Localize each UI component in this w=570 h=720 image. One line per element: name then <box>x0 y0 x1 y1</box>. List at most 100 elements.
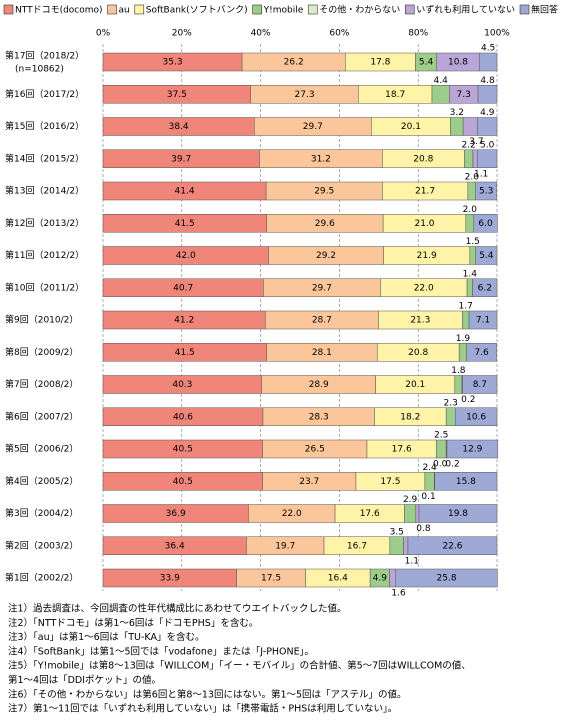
category-label: 第13回（2014/2） <box>5 185 84 197</box>
value-label: 2.3 <box>444 398 458 408</box>
value-label: 17.5 <box>261 574 281 584</box>
value-label: 4.9 <box>480 108 495 118</box>
category-label: 第15回（2016/2） <box>5 120 84 132</box>
value-label: 19.7 <box>275 541 295 551</box>
bar-segment <box>407 536 498 555</box>
value-label: 1.5 <box>466 237 480 247</box>
value-label: 21.0 <box>414 219 434 229</box>
value-label: 6.2 <box>478 283 492 293</box>
value-label: 35.3 <box>163 58 183 68</box>
value-label: 18.7 <box>385 90 405 100</box>
value-label: 31.2 <box>311 154 331 164</box>
value-label: 40.5 <box>173 445 193 455</box>
value-label: 17.6 <box>392 445 412 455</box>
value-label: 16.7 <box>347 541 367 551</box>
note: 注6）「その他・わからない」は第6回と第8～13回にはない。第1～5回は「アステ… <box>8 688 407 700</box>
bar-segment <box>472 278 498 297</box>
note: 注5）「Y!mobile」は第8～13回は「WILLCOM」「イー・モバイル」の… <box>8 660 471 672</box>
value-label: 0.8 <box>416 524 431 534</box>
value-label: 1.4 <box>463 269 478 279</box>
legend-swatch <box>107 4 117 15</box>
legend-swatch <box>134 4 145 15</box>
value-label: 1.1 <box>405 556 419 566</box>
value-label: 2.0 <box>463 205 478 215</box>
category-label: 第16回（2017/2） <box>5 88 84 100</box>
value-label: 4.5 <box>481 44 495 54</box>
value-label: 5.4 <box>479 251 494 261</box>
bar-segment <box>466 343 497 362</box>
value-label: 10.6 <box>466 412 486 422</box>
bar-segment <box>462 117 478 136</box>
value-label: 29.6 <box>315 219 335 229</box>
bar-segment <box>462 375 498 394</box>
bar-segment <box>434 472 498 491</box>
value-label: 0.0 <box>433 460 448 470</box>
value-label: 5.0 <box>480 140 495 150</box>
value-label: 20.1 <box>401 122 421 132</box>
note: 注3）「au」は第1～6回は「TU-KA」を含む。 <box>8 631 204 643</box>
value-label: 33.9 <box>160 574 180 584</box>
bar-segment <box>458 343 467 362</box>
value-label: 40.3 <box>172 380 192 390</box>
bar-segment <box>403 536 409 555</box>
value-label: 5.4 <box>419 58 434 68</box>
value-label: 1.6 <box>391 589 406 599</box>
value-label: 40.5 <box>173 477 193 487</box>
bar-segment <box>404 504 417 523</box>
bar-segment <box>389 536 404 555</box>
legend-label: NTTドコモ(docomo) <box>15 6 103 16</box>
value-label: 41.5 <box>175 219 195 229</box>
value-label: 17.5 <box>380 477 400 487</box>
bar-segment <box>469 246 476 265</box>
value-label: 7.6 <box>474 348 489 358</box>
value-label: 4.9 <box>373 574 388 584</box>
value-label: 7.1 <box>476 316 490 326</box>
value-label: 5.3 <box>479 187 493 197</box>
bar-segment <box>473 214 498 233</box>
value-label: 36.4 <box>165 541 185 551</box>
value-label: 15.8 <box>456 477 476 487</box>
value-label: 41.2 <box>174 316 194 326</box>
bar-segment <box>477 117 498 136</box>
category-label: 第9回（2010/2） <box>5 314 78 326</box>
category-label: 第4回（2005/2） <box>5 475 78 487</box>
sample-note: (n=10862) <box>15 65 64 75</box>
value-label: 41.4 <box>175 187 195 197</box>
value-label: 26.5 <box>305 445 325 455</box>
value-label: 1.9 <box>456 334 471 344</box>
category-label: 第12回（2013/2） <box>5 217 84 229</box>
category-label: 第17回（2018/2） <box>5 50 84 62</box>
bar-segment <box>466 278 473 297</box>
bar-segment <box>389 568 396 588</box>
x-tick-label: 0% <box>96 29 111 39</box>
bar-segment <box>415 504 420 523</box>
bar-segment <box>395 568 498 588</box>
bar-segment <box>477 85 498 104</box>
value-label: 42.0 <box>176 251 196 261</box>
legend-label: その他・わからない <box>319 4 400 16</box>
value-label: 22.0 <box>414 283 434 293</box>
category-label: 第1回（2002/2） <box>5 572 78 584</box>
value-label: 2.2 <box>461 140 475 150</box>
bar-segment <box>446 439 499 459</box>
legend-swatch <box>307 4 318 15</box>
bar-segment <box>479 52 498 72</box>
value-label: 28.1 <box>312 348 332 358</box>
value-label: 23.7 <box>299 477 319 487</box>
bar-segment <box>450 117 464 136</box>
bar-segment <box>464 149 474 168</box>
value-label: 20.8 <box>408 348 428 358</box>
value-label: 2.0 <box>465 173 480 183</box>
value-label: 40.7 <box>173 283 193 293</box>
bar-segment <box>468 310 498 330</box>
value-label: 22.0 <box>282 509 302 519</box>
bar-segment <box>445 407 456 426</box>
value-label: 20.8 <box>413 154 433 164</box>
value-label: 38.4 <box>169 122 189 132</box>
category-label: 第5回（2006/2） <box>5 443 78 455</box>
bar-segment <box>462 310 470 330</box>
value-label: 2.4 <box>422 463 437 473</box>
value-label: 29.2 <box>316 251 336 261</box>
bar-segment <box>418 504 498 523</box>
value-label: 0.1 <box>421 492 435 502</box>
